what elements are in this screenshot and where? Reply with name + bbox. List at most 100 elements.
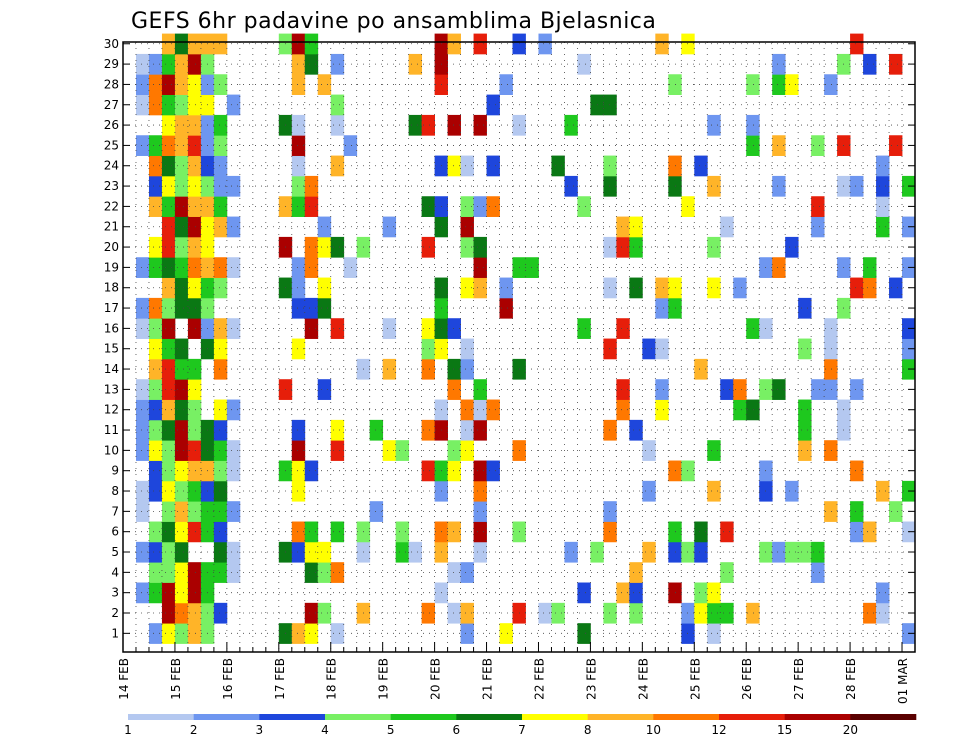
heatmap-cell xyxy=(148,94,163,116)
heatmap-cell xyxy=(707,440,721,461)
heatmap-cell xyxy=(187,94,202,116)
heatmap-cell xyxy=(291,114,306,136)
heatmap-cell xyxy=(694,155,708,177)
heatmap-cell xyxy=(304,521,319,543)
heatmap-cell xyxy=(174,440,189,461)
heatmap-cell xyxy=(187,379,202,400)
heatmap-cell xyxy=(317,562,332,583)
grid-lines xyxy=(122,42,916,652)
heatmap-cell xyxy=(486,155,500,177)
heatmap-cell xyxy=(213,74,228,95)
heatmap-cell xyxy=(655,379,669,400)
heatmap-cell xyxy=(447,379,461,400)
heatmap-cell xyxy=(473,277,487,299)
heatmap-cell xyxy=(889,277,903,299)
heatmap-cell xyxy=(291,541,306,563)
heatmap-cell xyxy=(408,541,423,563)
heatmap-cell xyxy=(174,582,189,604)
x-tick-label: 26 FEB xyxy=(740,658,754,700)
heatmap-cell xyxy=(148,358,163,380)
heatmap-cell xyxy=(499,623,513,644)
heatmap-cell xyxy=(226,541,241,563)
heatmap-cell xyxy=(330,521,345,543)
heatmap-cell xyxy=(746,135,760,156)
heatmap-cell xyxy=(616,318,630,339)
heatmap-cell xyxy=(746,602,760,624)
heatmap-cell xyxy=(824,501,838,522)
heatmap-cell xyxy=(135,257,150,278)
heatmap-cell xyxy=(473,541,487,563)
y-tick-label: 19 xyxy=(104,260,119,274)
heatmap-cell xyxy=(447,562,461,583)
heatmap-cell xyxy=(772,541,786,563)
heatmap-cell xyxy=(174,216,189,238)
heatmap-cell xyxy=(148,521,163,543)
heatmap-cell xyxy=(174,94,189,116)
heatmap-cell xyxy=(499,74,513,95)
heatmap-cell xyxy=(317,277,332,299)
heatmap-cell xyxy=(772,257,786,278)
heatmap-cell xyxy=(603,521,617,543)
heatmap-cell xyxy=(148,53,163,75)
heatmap-cell xyxy=(603,155,617,177)
heatmap-cell xyxy=(226,175,241,197)
y-tick-label: 25 xyxy=(104,138,119,152)
legend-swatch xyxy=(784,714,851,720)
heatmap-cell xyxy=(395,440,410,461)
heatmap-cell xyxy=(616,379,630,400)
heatmap-cell xyxy=(447,602,461,624)
heatmap-cell xyxy=(460,216,474,238)
heatmap-cell xyxy=(655,297,669,319)
heatmap-cell xyxy=(317,602,332,624)
y-tick-label: 8 xyxy=(111,484,119,498)
heatmap-cell xyxy=(135,440,150,461)
heatmap-cell xyxy=(213,196,228,217)
heatmap-cell xyxy=(447,521,461,543)
heatmap-cell xyxy=(369,419,384,441)
heatmap-cell xyxy=(291,297,306,319)
legend-swatch xyxy=(653,714,720,720)
y-tick-label: 4 xyxy=(111,565,119,579)
heatmap-cell xyxy=(850,277,864,299)
heatmap-cell xyxy=(291,460,306,482)
heatmap-cell xyxy=(174,155,189,177)
legend-label: 20 xyxy=(843,723,858,737)
y-tick-label: 16 xyxy=(104,321,119,335)
y-tick-label: 23 xyxy=(104,179,119,193)
heatmap-cell xyxy=(213,440,228,461)
heatmap-cell xyxy=(772,53,786,75)
heatmap-cell xyxy=(603,175,617,197)
heatmap-cell xyxy=(616,216,630,238)
heatmap-cell xyxy=(135,399,150,421)
heatmap-cell xyxy=(187,257,202,278)
heatmap-cell xyxy=(161,318,176,339)
heatmap-cell xyxy=(876,216,890,238)
y-tick-label: 18 xyxy=(104,281,119,295)
heatmap-cell xyxy=(772,379,786,400)
heatmap-cell xyxy=(161,33,176,55)
y-tick-label: 30 xyxy=(104,37,119,51)
heatmap-cell xyxy=(174,399,189,421)
heatmap-cell xyxy=(187,155,202,177)
heatmap-cell xyxy=(850,460,864,482)
heatmap-cell xyxy=(187,297,202,319)
legend-label: 8 xyxy=(584,723,592,737)
y-tick-label: 7 xyxy=(111,504,119,518)
heatmap-cell xyxy=(707,582,721,604)
x-tick-label: 23 FEB xyxy=(584,658,598,700)
heatmap-cell xyxy=(720,379,734,400)
heatmap-cell xyxy=(291,277,306,299)
heatmap-cell xyxy=(213,399,228,421)
heatmap-cell xyxy=(161,236,176,258)
heatmap-cell xyxy=(798,399,812,421)
heatmap-cell xyxy=(317,74,332,95)
heatmap-cell xyxy=(148,175,163,197)
heatmap-cell xyxy=(187,419,202,441)
y-tick-label: 10 xyxy=(104,443,119,457)
heatmap-cell xyxy=(213,216,228,238)
heatmap-cell xyxy=(876,582,890,604)
heatmap-cell xyxy=(798,338,812,360)
heatmap-cell xyxy=(213,135,228,156)
heatmap-cell xyxy=(304,236,319,258)
heatmap-cell xyxy=(161,602,176,624)
